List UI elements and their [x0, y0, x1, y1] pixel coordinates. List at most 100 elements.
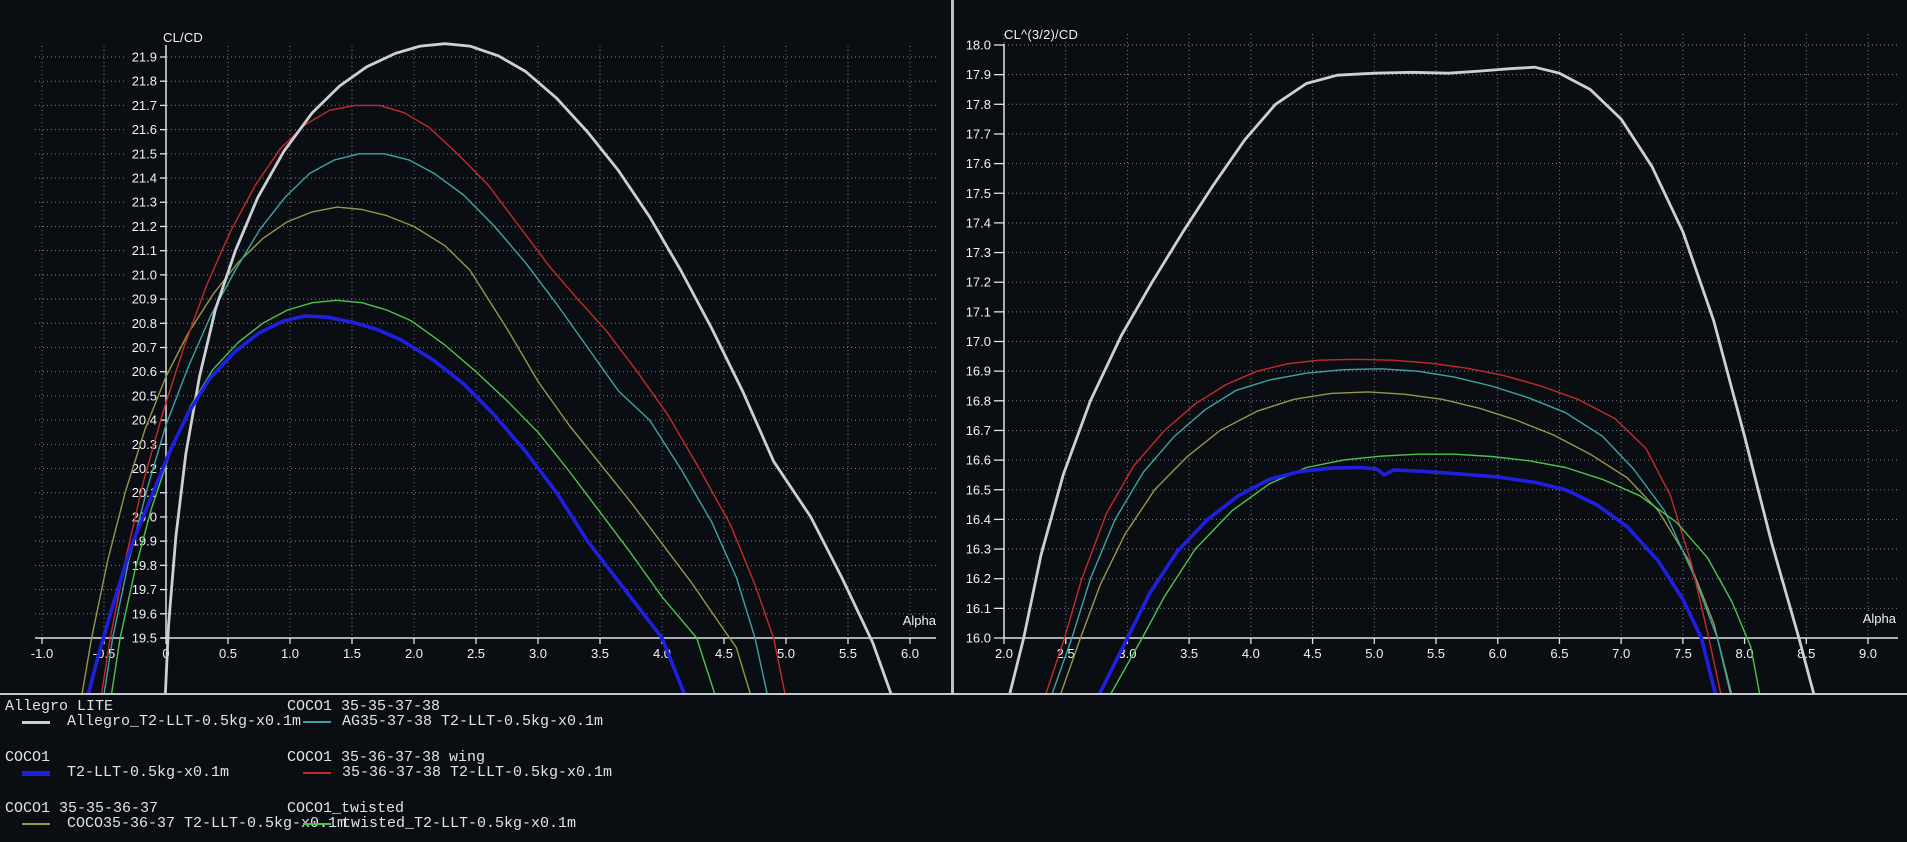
y-label-bg	[958, 570, 995, 587]
curve-allegro-lite	[164, 42, 893, 693]
x-tick-label: 8.5	[1797, 646, 1815, 661]
x-tick-label: 7.5	[1674, 646, 1692, 661]
y-label-bg	[124, 557, 161, 574]
curve-coco1-35-36-37-38-wing	[1045, 358, 1722, 693]
y-label-bg	[958, 303, 995, 320]
y-label-bg	[958, 96, 995, 113]
curve-coco1-twisted	[110, 299, 716, 693]
y-label-bg	[124, 605, 161, 622]
y-tick-label: 21.6	[132, 122, 157, 137]
y-tick-label: 19.9	[132, 534, 157, 549]
curve-coco1-35-36-37-38-wing	[101, 104, 786, 693]
y-label-bg	[958, 541, 995, 558]
x-tick-label: 2.5	[467, 646, 485, 661]
y-label-bg	[124, 145, 161, 162]
pane-divider	[951, 0, 954, 693]
y-tick-label: 21.2	[132, 219, 157, 234]
legend-plane-name: COCO1 35-35-37-38	[287, 698, 441, 715]
y-label-bg	[958, 392, 995, 409]
legend-color-swatch-icon	[22, 770, 50, 776]
y-label-bg	[124, 315, 161, 332]
x-tick-label: 4.5	[1304, 646, 1322, 661]
x-tick-label: 0.5	[219, 646, 237, 661]
curves-group	[81, 42, 893, 693]
y-tick-label: 16.7	[966, 423, 991, 438]
legend-polar-name: 35-36-37-38 T2-LLT-0.5kg-x0.1m	[342, 764, 613, 781]
y-tick-label: 17.6	[966, 156, 991, 171]
y-tick-label: 18.0	[966, 38, 991, 53]
x-tick-label: 6.0	[901, 646, 919, 661]
curve-coco1-35-35-36-37	[81, 206, 751, 693]
y-tick-label: 21.4	[132, 171, 157, 186]
y-tick-label: 17.0	[966, 334, 991, 349]
legend-polar-name: Allegro_T2-LLT-0.5kg-x0.1m	[67, 713, 302, 730]
curve-coco1-35-35-36-37	[1060, 391, 1733, 693]
y-tick-label: 16.9	[966, 364, 991, 379]
y-label-bg	[958, 630, 995, 646]
y-label-bg	[958, 244, 995, 261]
y-tick-label: 19.8	[132, 558, 157, 573]
y-tick-label: 16.0	[966, 631, 991, 646]
x-tick-label: 5.0	[777, 646, 795, 661]
legend-color-swatch-icon	[22, 720, 50, 724]
y-label-bg	[958, 274, 995, 291]
y-label-bg	[124, 218, 161, 235]
legend-plane-name: COCO1 35-35-36-37	[5, 800, 159, 817]
y-tick-label: 21.5	[132, 146, 157, 161]
y-label-bg	[124, 49, 161, 65]
y-label-bg	[124, 97, 161, 114]
y-tick-label: 21.7	[132, 98, 157, 113]
legend-plane-name: COCO1 35-36-37-38 wing	[287, 749, 486, 766]
y-tick-label: 20.9	[132, 292, 157, 307]
y-tick-label: 21.3	[132, 195, 157, 210]
y-tick-label: 21.8	[132, 74, 157, 89]
y-tick-label: 16.8	[966, 393, 991, 408]
y-tick-label: 20.3	[132, 437, 157, 452]
y-label-bg	[124, 170, 161, 187]
x-tick-label: 5.5	[839, 646, 857, 661]
y-label-bg	[958, 214, 995, 231]
y-tick-label: 17.8	[966, 97, 991, 112]
x-tick-label: 5.0	[1365, 646, 1383, 661]
y-label-bg	[124, 194, 161, 211]
y-tick-label: 16.6	[966, 453, 991, 468]
x-tick-label: 6.0	[1489, 646, 1507, 661]
left-chart-xlabel: Alpha	[902, 613, 936, 628]
y-tick-label: 20.7	[132, 340, 157, 355]
x-tick-label: 3.5	[591, 646, 609, 661]
y-label-bg	[958, 333, 995, 350]
y-tick-label: 17.4	[966, 215, 991, 230]
y-label-bg	[958, 155, 995, 172]
y-label-bg	[958, 185, 995, 202]
x-tick-label: 1.5	[343, 646, 361, 661]
x-tick-label: 1.0	[281, 646, 299, 661]
polar-plots-svg[interactable]: 19.519.619.719.819.920.020.120.220.320.4…	[0, 0, 1907, 695]
curve-coco1-35-35-37-38	[103, 153, 768, 693]
y-tick-label: 20.5	[132, 388, 157, 403]
legend-plane-name: COCO1	[5, 749, 51, 766]
y-label-bg	[958, 600, 995, 617]
legend-color-swatch-icon	[303, 772, 331, 774]
y-tick-label: 16.5	[966, 482, 991, 497]
curve-coco1	[86, 314, 686, 693]
legend-plane-name: Allegro LITE	[5, 698, 114, 715]
y-label-bg	[958, 66, 995, 83]
y-label-bg	[124, 291, 161, 308]
y-tick-label: 20.4	[132, 413, 157, 428]
y-label-bg	[958, 452, 995, 469]
y-tick-label: 17.7	[966, 126, 991, 141]
y-tick-label: 16.1	[966, 601, 991, 616]
y-tick-label: 21.9	[132, 50, 157, 65]
x-tick-label: 2.0	[995, 646, 1013, 661]
legend-polar-name: twisted_T2-LLT-0.5kg-x0.1m	[342, 815, 577, 832]
legend-panel: Allegro LITE Allegro_T2-LLT-0.5kg-x0.1m CO…	[0, 695, 1907, 842]
x-tick-label: 4.5	[715, 646, 733, 661]
left-chart-title: CL/CD	[163, 30, 204, 45]
y-tick-label: 17.3	[966, 245, 991, 260]
y-tick-label: 20.2	[132, 461, 157, 476]
y-tick-label: 16.2	[966, 571, 991, 586]
y-label-bg	[124, 387, 161, 404]
y-label-bg	[124, 629, 161, 646]
y-tick-label: 17.2	[966, 275, 991, 290]
y-tick-label: 16.3	[966, 542, 991, 557]
